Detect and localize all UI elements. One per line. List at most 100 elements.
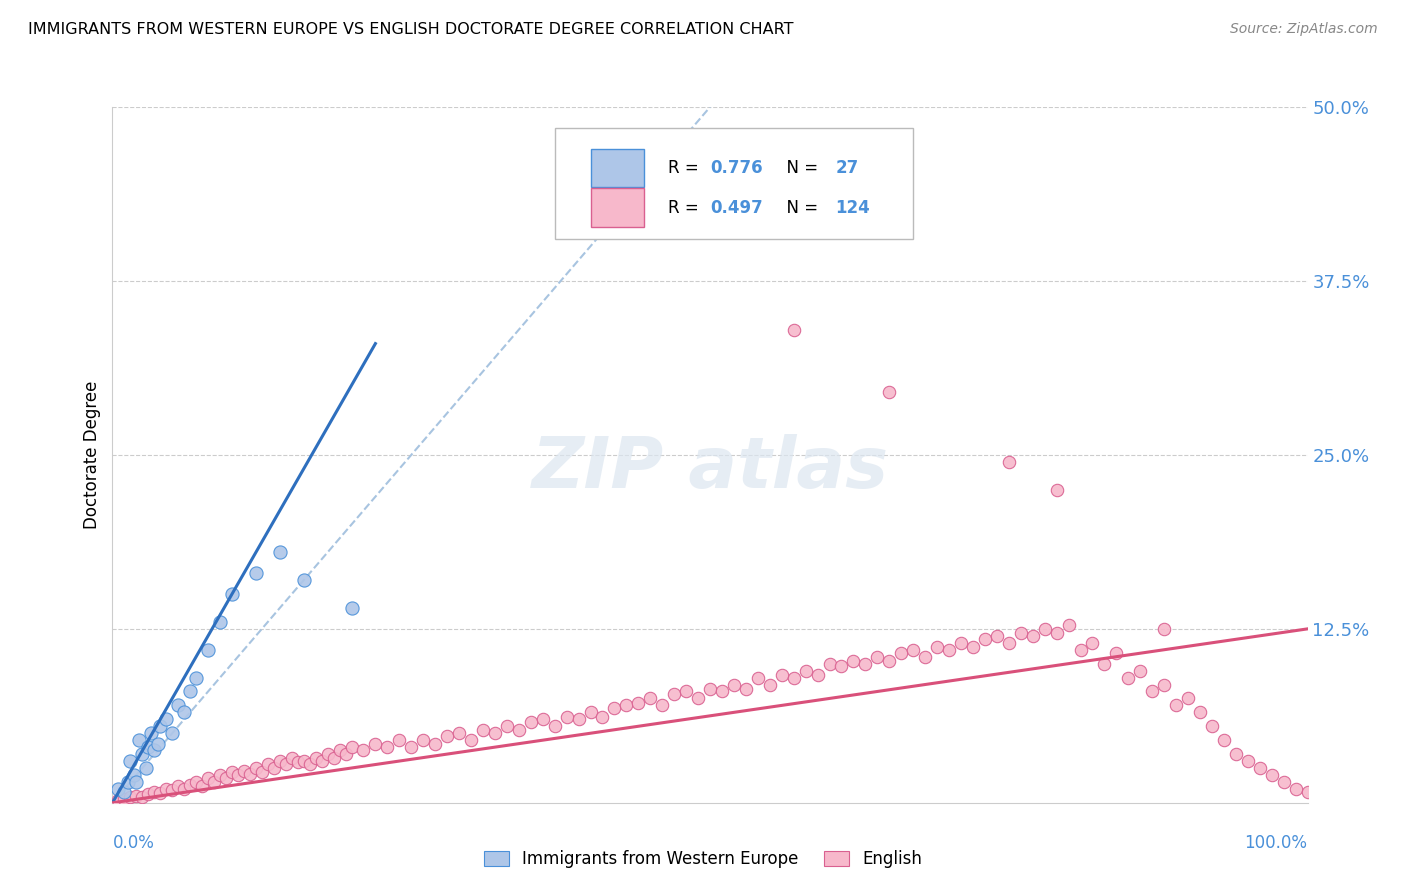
- Point: [138, 788, 160, 802]
- Point: [256, 756, 278, 771]
- Point: [1177, 691, 1199, 706]
- Point: [1069, 642, 1091, 657]
- Point: [186, 775, 208, 789]
- Point: [149, 786, 172, 800]
- Point: [107, 781, 129, 796]
- Point: [304, 751, 326, 765]
- Point: [292, 573, 315, 587]
- Point: [723, 677, 745, 691]
- Point: [221, 765, 243, 780]
- Point: [143, 785, 166, 799]
- Text: IMMIGRANTS FROM WESTERN EUROPE VS ENGLISH DOCTORATE DEGREE CORRELATION CHART: IMMIGRANTS FROM WESTERN EUROPE VS ENGLIS…: [28, 22, 793, 37]
- Point: [520, 715, 543, 730]
- Point: [364, 737, 387, 751]
- Point: [1116, 671, 1139, 685]
- Text: ZIP atlas: ZIP atlas: [531, 434, 889, 503]
- Point: [425, 737, 447, 751]
- Point: [139, 726, 162, 740]
- Point: [1092, 657, 1115, 671]
- Point: [328, 743, 352, 757]
- Point: [1033, 622, 1056, 636]
- Point: [401, 740, 423, 755]
- Text: 100.0%: 100.0%: [1244, 834, 1308, 852]
- Text: R =: R =: [668, 199, 704, 217]
- FancyBboxPatch shape: [554, 128, 914, 239]
- Text: 0.497: 0.497: [710, 199, 763, 217]
- Point: [998, 636, 1021, 650]
- Point: [1105, 646, 1128, 660]
- Point: [877, 654, 900, 668]
- Point: [1045, 483, 1069, 497]
- Point: [221, 587, 243, 601]
- Point: [759, 677, 782, 691]
- Point: [1164, 698, 1187, 713]
- Point: [173, 706, 195, 720]
- Point: [471, 723, 495, 738]
- Text: 27: 27: [835, 160, 859, 178]
- Point: [114, 791, 135, 805]
- FancyBboxPatch shape: [591, 188, 644, 227]
- Point: [986, 629, 1008, 643]
- Point: [197, 771, 219, 785]
- Point: [1010, 626, 1032, 640]
- Point: [316, 747, 339, 761]
- Point: [340, 740, 363, 755]
- Point: [335, 747, 357, 761]
- Point: [155, 781, 177, 796]
- Point: [167, 779, 190, 793]
- Text: R =: R =: [668, 160, 704, 178]
- Point: [117, 775, 139, 789]
- Point: [232, 764, 256, 778]
- Point: [239, 766, 262, 780]
- Point: [120, 790, 142, 805]
- Point: [973, 632, 995, 646]
- Point: [903, 642, 925, 657]
- Point: [1296, 785, 1319, 799]
- Point: [125, 789, 148, 803]
- Point: [298, 756, 321, 771]
- Point: [877, 385, 900, 400]
- Point: [412, 733, 434, 747]
- Point: [1153, 677, 1175, 691]
- Point: [311, 754, 333, 768]
- Point: [651, 698, 673, 713]
- Point: [128, 733, 150, 747]
- Point: [352, 743, 374, 757]
- Point: [782, 671, 804, 685]
- Point: [131, 790, 153, 805]
- Point: [274, 756, 297, 771]
- Point: [1021, 629, 1043, 643]
- Point: [1189, 706, 1212, 720]
- Point: [1057, 617, 1080, 632]
- Text: 0.0%: 0.0%: [112, 834, 155, 852]
- Point: [263, 761, 285, 775]
- Point: [950, 636, 973, 650]
- Point: [340, 601, 363, 615]
- Point: [1285, 781, 1308, 796]
- Point: [107, 793, 129, 807]
- Point: [555, 709, 578, 723]
- Legend: Immigrants from Western Europe, English: Immigrants from Western Europe, English: [478, 844, 928, 875]
- Point: [269, 545, 291, 559]
- Point: [734, 681, 756, 696]
- FancyBboxPatch shape: [591, 149, 644, 187]
- Point: [866, 649, 889, 664]
- Point: [155, 712, 177, 726]
- Point: [890, 646, 912, 660]
- Point: [388, 733, 411, 747]
- Point: [914, 649, 936, 664]
- Point: [1249, 761, 1271, 775]
- Point: [114, 785, 135, 799]
- Point: [1201, 719, 1223, 733]
- Point: [1212, 733, 1236, 747]
- Point: [149, 719, 172, 733]
- Point: [436, 729, 458, 743]
- Point: [162, 726, 183, 740]
- Text: 0.776: 0.776: [710, 160, 762, 178]
- Point: [484, 726, 506, 740]
- Point: [938, 642, 960, 657]
- Point: [1237, 754, 1260, 768]
- Point: [173, 781, 195, 796]
- Point: [197, 642, 219, 657]
- Point: [807, 667, 830, 681]
